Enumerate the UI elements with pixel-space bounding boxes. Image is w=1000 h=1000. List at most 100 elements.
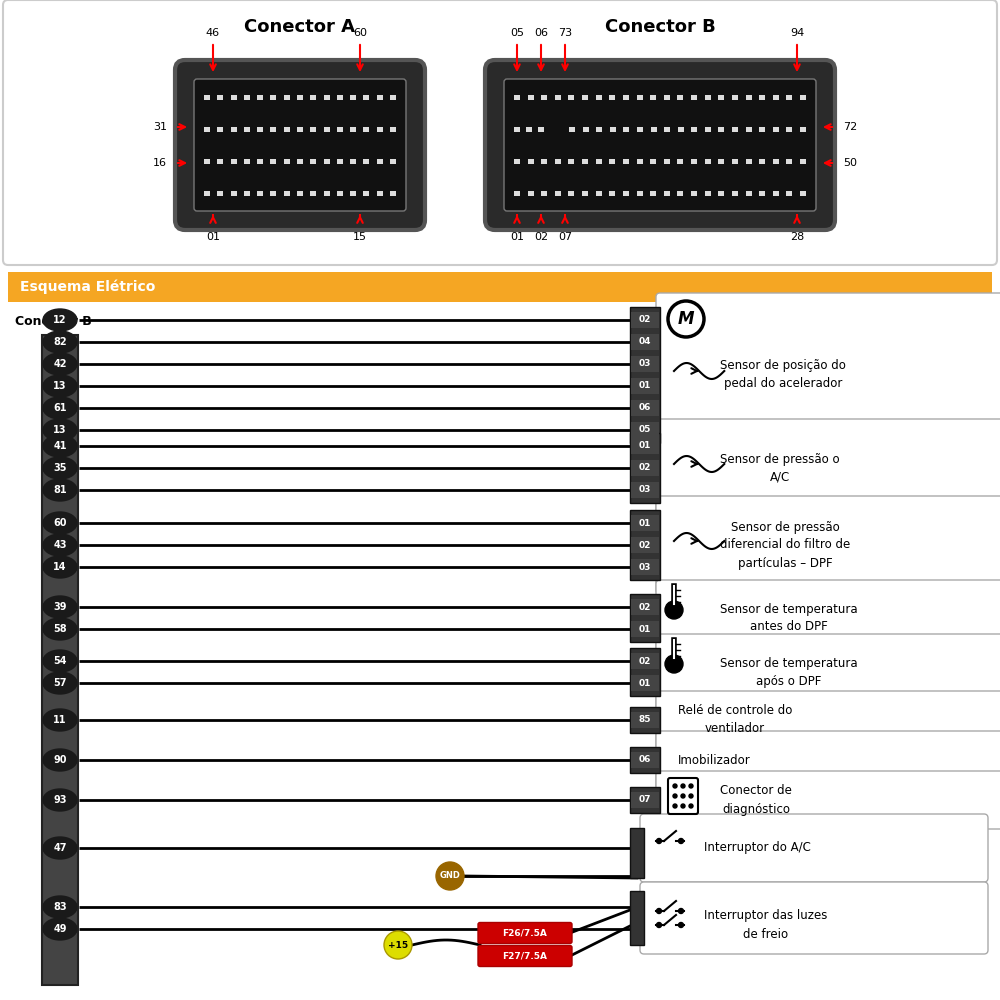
Bar bbox=[217, 191, 223, 196]
Bar bbox=[324, 191, 330, 196]
Ellipse shape bbox=[43, 353, 77, 375]
Text: Conector B: Conector B bbox=[15, 315, 92, 328]
Bar bbox=[310, 191, 316, 196]
Bar bbox=[631, 712, 659, 728]
Bar bbox=[630, 707, 660, 733]
Bar bbox=[231, 159, 237, 164]
Bar bbox=[310, 159, 316, 164]
Ellipse shape bbox=[43, 534, 77, 556]
Text: Interruptor das luzes
de freio: Interruptor das luzes de freio bbox=[704, 910, 827, 940]
Text: 60: 60 bbox=[353, 28, 367, 38]
Bar bbox=[664, 95, 670, 100]
Text: 02: 02 bbox=[639, 656, 651, 666]
Bar bbox=[631, 400, 659, 416]
Text: 42: 42 bbox=[53, 359, 67, 369]
Text: 35: 35 bbox=[53, 463, 67, 473]
Ellipse shape bbox=[43, 331, 77, 353]
Text: 61: 61 bbox=[53, 403, 67, 413]
Ellipse shape bbox=[43, 596, 77, 618]
Text: 12: 12 bbox=[53, 315, 67, 325]
Text: M: M bbox=[678, 310, 694, 328]
Bar bbox=[555, 95, 561, 100]
Bar bbox=[42, 335, 78, 985]
Bar bbox=[630, 648, 660, 696]
Circle shape bbox=[681, 784, 685, 788]
Bar bbox=[732, 191, 738, 196]
Bar bbox=[630, 828, 644, 878]
Bar bbox=[514, 127, 520, 132]
Bar bbox=[528, 95, 534, 100]
Bar bbox=[677, 191, 683, 196]
Bar bbox=[773, 95, 779, 100]
Bar bbox=[8, 272, 992, 302]
Circle shape bbox=[689, 784, 693, 788]
Circle shape bbox=[673, 804, 677, 808]
Bar bbox=[297, 127, 303, 132]
Text: 01: 01 bbox=[639, 518, 651, 528]
Bar bbox=[350, 191, 356, 196]
Bar bbox=[270, 95, 276, 100]
Text: 54: 54 bbox=[53, 656, 67, 666]
Text: 06: 06 bbox=[639, 756, 651, 764]
Circle shape bbox=[668, 301, 704, 337]
Circle shape bbox=[436, 862, 464, 890]
FancyBboxPatch shape bbox=[668, 778, 698, 814]
Bar bbox=[773, 159, 779, 164]
Text: 01: 01 bbox=[639, 624, 651, 634]
Bar bbox=[324, 127, 330, 132]
Text: 16: 16 bbox=[153, 158, 167, 168]
Bar bbox=[623, 159, 629, 164]
Bar bbox=[631, 482, 659, 498]
Bar bbox=[363, 191, 369, 196]
Bar bbox=[732, 95, 738, 100]
Circle shape bbox=[689, 804, 693, 808]
Bar bbox=[786, 127, 792, 132]
Bar bbox=[231, 191, 237, 196]
Bar bbox=[678, 127, 684, 132]
Bar bbox=[257, 95, 263, 100]
Bar bbox=[664, 191, 670, 196]
Ellipse shape bbox=[43, 789, 77, 811]
Text: Relé de controle do
ventilador: Relé de controle do ventilador bbox=[678, 704, 792, 736]
Circle shape bbox=[673, 784, 677, 788]
Ellipse shape bbox=[43, 618, 77, 640]
Bar bbox=[217, 95, 223, 100]
Bar bbox=[746, 127, 752, 132]
Text: 01: 01 bbox=[639, 442, 651, 450]
Bar bbox=[732, 127, 738, 132]
Bar bbox=[718, 95, 724, 100]
Bar bbox=[631, 752, 659, 768]
Bar bbox=[773, 191, 779, 196]
Bar bbox=[800, 191, 806, 196]
Bar bbox=[630, 891, 644, 945]
Text: 07: 07 bbox=[639, 796, 651, 804]
Bar bbox=[514, 95, 520, 100]
Bar bbox=[297, 95, 303, 100]
Ellipse shape bbox=[43, 512, 77, 534]
Bar bbox=[623, 127, 629, 132]
Bar bbox=[732, 159, 738, 164]
Bar bbox=[609, 159, 615, 164]
Bar bbox=[705, 159, 711, 164]
Circle shape bbox=[673, 794, 677, 798]
Bar bbox=[582, 95, 588, 100]
Ellipse shape bbox=[43, 672, 77, 694]
Bar bbox=[691, 127, 697, 132]
Text: 90: 90 bbox=[53, 755, 67, 765]
Circle shape bbox=[665, 601, 683, 619]
Bar bbox=[630, 787, 660, 813]
Circle shape bbox=[678, 908, 684, 914]
Bar bbox=[337, 95, 343, 100]
Bar bbox=[691, 191, 697, 196]
Text: 02: 02 bbox=[639, 602, 651, 611]
Bar bbox=[630, 433, 660, 503]
Bar bbox=[350, 95, 356, 100]
Bar bbox=[623, 191, 629, 196]
Bar bbox=[786, 95, 792, 100]
Bar bbox=[541, 159, 547, 164]
Bar bbox=[800, 95, 806, 100]
Bar bbox=[390, 191, 396, 196]
Text: 11: 11 bbox=[53, 715, 67, 725]
Text: Conector B: Conector B bbox=[605, 18, 715, 36]
Bar bbox=[569, 127, 575, 132]
